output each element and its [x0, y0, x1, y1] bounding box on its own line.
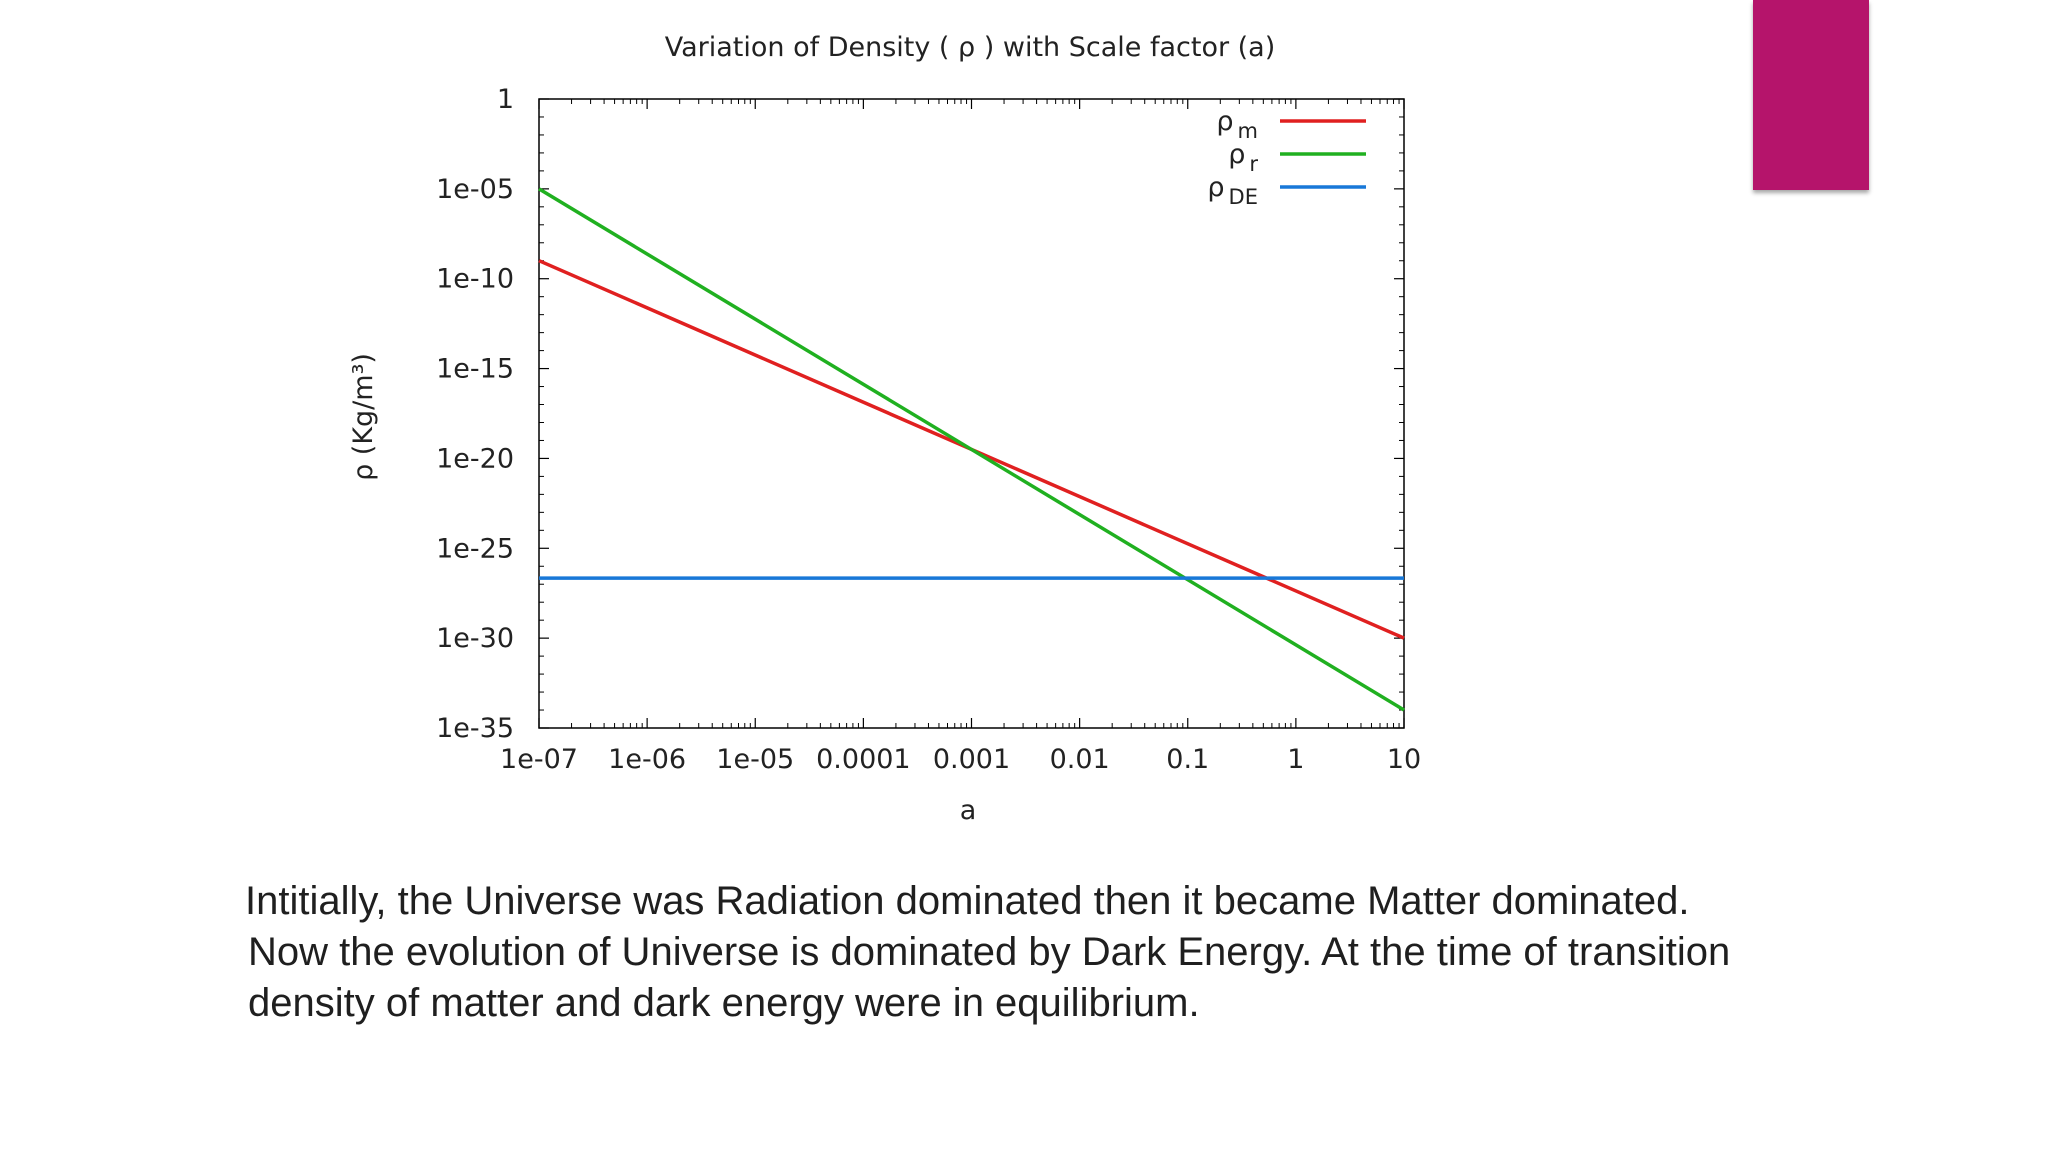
y-tick-label: 1 [497, 84, 514, 115]
x-tick-label: 0.01 [1050, 744, 1110, 775]
x-tick-label: 10 [1387, 744, 1421, 775]
legend-label: ρ DE [1207, 172, 1258, 209]
y-tick-label: 1e-10 [436, 264, 514, 295]
chart-title: Variation of Density ( ρ ) with Scale fa… [665, 32, 1276, 63]
slide-caption: Intitially, the Universe was Radiation d… [245, 876, 1945, 1029]
x-tick-label: 1e-07 [500, 744, 578, 775]
chart-legend: ρ mρ rρ DE [1207, 106, 1366, 209]
y-tick-label: 1e-20 [436, 443, 514, 474]
x-tick-label: 1 [1287, 744, 1304, 775]
y-tick-label: 1e-15 [436, 354, 514, 385]
y-tick-label: 1e-35 [436, 713, 514, 744]
x-tick-label: 1e-06 [608, 744, 686, 775]
caption-line: Now the evolution of Universe is dominat… [248, 930, 1731, 974]
y-tick-label: 1e-05 [436, 174, 514, 205]
y-axis-label: ρ (Kg/m³) [348, 353, 379, 481]
caption-line: density of matter and dark energy were i… [248, 981, 1200, 1025]
x-tick-label: 0.1 [1166, 744, 1209, 775]
series-line-r [538, 187, 1405, 712]
x-tick-label: 1e-05 [716, 744, 794, 775]
slide-accent-bar [1753, 0, 1869, 190]
y-tick-label: 1e-25 [436, 533, 514, 564]
y-tick-label: 1e-30 [436, 623, 514, 654]
x-axis-label: a [960, 795, 977, 826]
caption-line: Intitially, the Universe was Radiation d… [245, 879, 1690, 923]
x-tick-label: 0.0001 [816, 744, 910, 775]
x-tick-label: 0.001 [933, 744, 1010, 775]
